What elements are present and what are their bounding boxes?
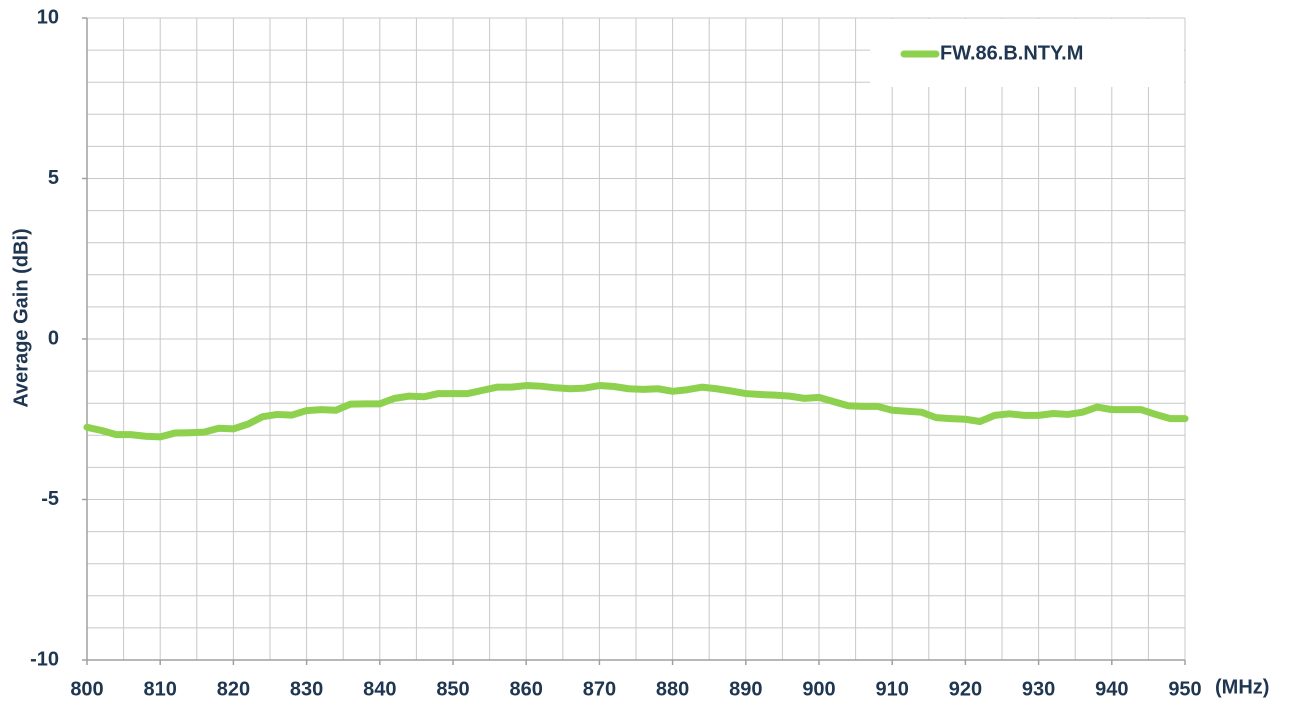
y-tick-label: 5 [48,167,59,189]
y-tick-label: -5 [41,488,59,510]
y-tick-label: 0 [48,327,59,349]
x-tick-label: 830 [290,678,323,700]
x-tick-label: 920 [949,678,982,700]
y-tick-label: 10 [37,6,59,28]
x-tick-label: 860 [510,678,543,700]
x-tick-label: 900 [802,678,835,700]
x-tick-label: 870 [583,678,616,700]
x-tick-label: 840 [363,678,396,700]
x-tick-label: 890 [729,678,762,700]
x-tick-label: 950 [1168,678,1201,700]
x-tick-label: 850 [436,678,469,700]
x-tick-label: 820 [217,678,250,700]
legend-label: FW.86.B.NTY.M [940,42,1083,64]
x-tick-label: 880 [656,678,689,700]
x-tick-label: 800 [70,678,103,700]
y-axis-label: Average Gain (dBi) [10,228,32,407]
x-tick-label: 810 [144,678,177,700]
data-line [83,382,1189,441]
y-tick-label: -10 [30,648,59,670]
x-axis-label: (MHz) [1215,676,1269,698]
x-tick-label: 910 [876,678,909,700]
x-tick-label: 930 [1022,678,1055,700]
x-tick-label: 940 [1095,678,1128,700]
